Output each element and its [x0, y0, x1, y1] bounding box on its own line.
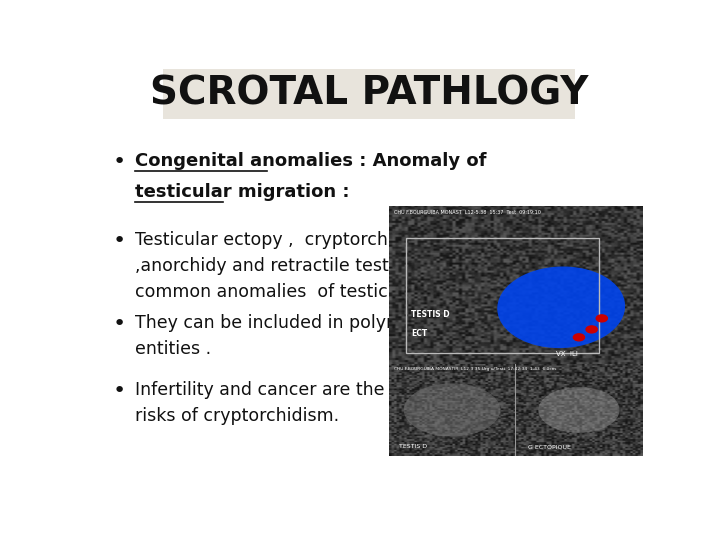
Text: Infertility and cancer are the two majors: Infertility and cancer are the two major… [135, 381, 487, 399]
Text: common anomalies  of testicular migrati...: common anomalies of testicular migrati..… [135, 282, 505, 301]
Text: entities .: entities . [135, 340, 211, 358]
Text: •: • [112, 381, 125, 401]
Text: Congenital anomalies : Anomaly of: Congenital anomalies : Anomaly of [135, 152, 486, 170]
Text: testicular migration :: testicular migration : [135, 183, 349, 201]
Text: •: • [112, 152, 125, 172]
Text: risks of cryptorchidism.: risks of cryptorchidism. [135, 407, 339, 424]
Text: •: • [112, 314, 125, 334]
Text: ,anorchidy and retractile testis  are  very: ,anorchidy and retractile testis are ver… [135, 257, 491, 275]
FancyBboxPatch shape [163, 69, 575, 119]
Text: •: • [112, 231, 125, 251]
Text: SCROTAL PATHLOGY: SCROTAL PATHLOGY [150, 75, 588, 113]
Text: Testicular ectopy ,  cryptorchidism: Testicular ectopy , cryptorchidism [135, 231, 434, 249]
Text: They can be included in polymalformative: They can be included in polymalformative [135, 314, 503, 332]
